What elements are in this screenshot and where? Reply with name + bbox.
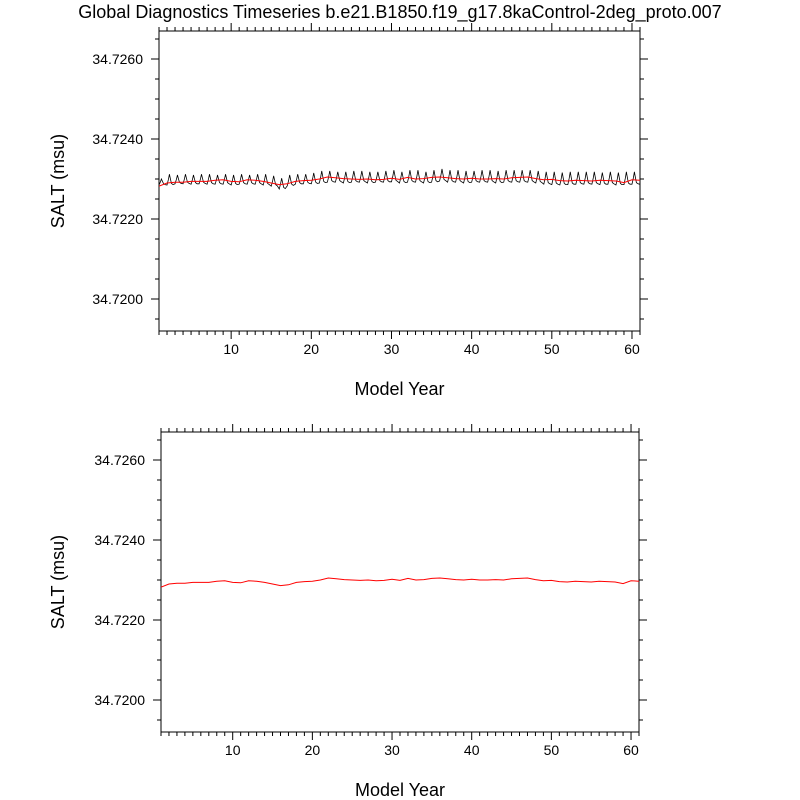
y-tick-label: 34.7240 [94, 532, 145, 548]
x-axis-label: Model Year [354, 379, 444, 399]
y-tick-label: 34.7260 [94, 452, 145, 468]
x-tick-label: 50 [544, 341, 560, 357]
annual-mean-salt-line [159, 176, 640, 187]
y-tick-label: 34.7200 [92, 291, 143, 307]
x-axis-label: Model Year [355, 780, 445, 800]
annual-mean-salt-line [161, 577, 639, 588]
y-tick-label: 34.7260 [92, 51, 143, 67]
top-panel: 10 20 30 40 50 60 34.7200 34.7220 34.7240 34.7260… [48, 23, 648, 399]
y-tick-label: 34.7220 [92, 211, 143, 227]
x-tick-label: 20 [304, 341, 320, 357]
y-axis-label: SALT (msu) [48, 535, 68, 629]
x-tick-label: 30 [384, 341, 400, 357]
bottom-panel: 10 20 30 40 50 60 34.7200 34.7220 34.7240 34.7260… [48, 424, 647, 800]
x-tick-label: 40 [464, 341, 480, 357]
x-tick-label: 10 [225, 742, 241, 758]
x-tick-label: 30 [384, 742, 400, 758]
y-tick-label: 34.7200 [94, 692, 145, 708]
monthly-salt-line [159, 168, 640, 191]
chart-title: Global Diagnostics Timeseries b.e21.B185… [78, 2, 722, 22]
y-tick-label: 34.7220 [94, 612, 145, 628]
x-tick-label: 50 [544, 742, 560, 758]
x-tick-label: 20 [305, 742, 321, 758]
x-tick-label: 10 [223, 341, 239, 357]
x-tick-label: 60 [623, 742, 639, 758]
y-axis-label: SALT (msu) [48, 134, 68, 228]
x-tick-label: 40 [464, 742, 480, 758]
y-tick-label: 34.7240 [92, 131, 143, 147]
x-tick-label: 60 [624, 341, 640, 357]
